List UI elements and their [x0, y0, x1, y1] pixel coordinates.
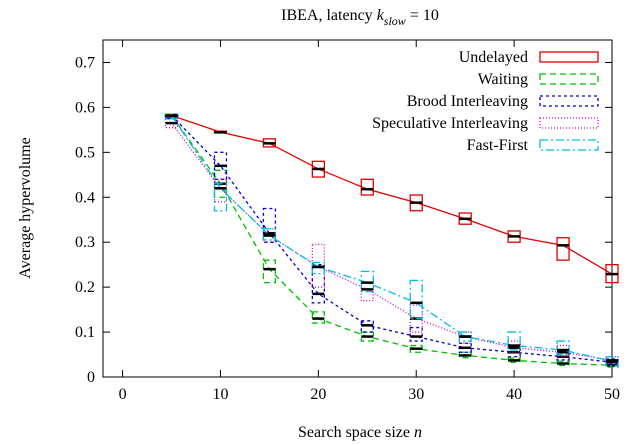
box [213, 183, 228, 212]
box [556, 344, 570, 358]
legend-label: Waiting [478, 71, 528, 88]
x-tick-label: 10 [212, 386, 228, 403]
box [556, 340, 570, 356]
box [409, 304, 423, 333]
box [409, 279, 423, 320]
y-tick-label: 0.4 [75, 189, 95, 206]
legend-swatch [539, 51, 599, 63]
series-line [171, 114, 613, 275]
series-line [170, 115, 613, 366]
x-tick-label: 50 [604, 386, 620, 403]
box [507, 340, 521, 353]
legend-label: Speculative Interleaving [372, 115, 528, 132]
y-tick-label: 0.7 [75, 54, 95, 71]
box [409, 326, 423, 342]
y-tick-label: 0 [87, 369, 95, 386]
y-tick-label: 0.5 [75, 144, 95, 161]
legend-swatch [539, 139, 599, 151]
x-tick-label: 20 [310, 386, 326, 403]
y-tick-label: 0.3 [75, 234, 95, 251]
box [262, 259, 277, 284]
x-tick-label: 40 [506, 386, 522, 403]
y-axis-label: Average hypervolume [17, 137, 34, 278]
x-label-variable: n [414, 424, 422, 441]
title-variable: k [377, 7, 385, 24]
legend-label: Brood Interleaving [407, 93, 528, 110]
box [360, 320, 374, 333]
legend-label: Undelayed [459, 49, 528, 66]
y-tick-label: 0.2 [75, 279, 95, 296]
title-suffix: = 10 [410, 7, 439, 24]
y-tick-label: 0.6 [75, 99, 95, 116]
box [507, 331, 521, 351]
box [360, 331, 374, 342]
plot-frame [102, 39, 613, 378]
x-tick-label: 30 [408, 386, 424, 403]
legend-swatch [539, 73, 599, 85]
title-subscript: slow [384, 14, 406, 28]
legend-label: Fast-First [467, 137, 529, 154]
x-label-text: Search space size [298, 424, 410, 441]
legend-swatch [539, 117, 599, 129]
box [360, 178, 374, 196]
x-tick-label: 0 [119, 386, 127, 403]
legend-swatch [539, 95, 599, 107]
series-line [170, 115, 613, 362]
box [556, 237, 570, 261]
box [262, 207, 277, 243]
box [164, 113, 179, 120]
title-text: IBEA, latency [281, 7, 373, 24]
series-line [171, 115, 613, 363]
x-axis-label: Search space size n [298, 424, 422, 441]
y-tick-label: 0.1 [75, 324, 95, 341]
chart-title: IBEA, latency kslow = 10 [281, 7, 439, 29]
